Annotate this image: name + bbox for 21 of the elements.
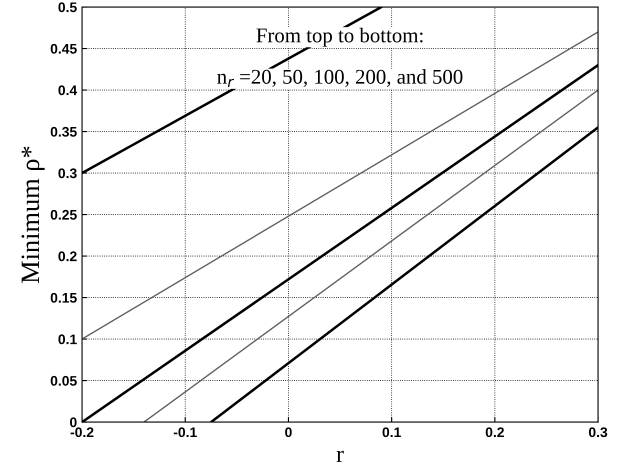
y-tick-label: 0.3: [58, 168, 77, 178]
x-tick-label: 0.1: [382, 427, 401, 438]
annotation: n$_{r}$ =20, 50, 100, 200, and 500: [217, 69, 462, 88]
y-tick-label: 0.15: [50, 292, 77, 303]
y-tick-label: 0: [70, 417, 77, 428]
y-tick-label: 0.35: [50, 126, 77, 137]
y-tick-label: 0.25: [50, 210, 77, 220]
annotation: From top to bottom:: [256, 28, 423, 47]
x-axis-title: r: [336, 450, 344, 462]
x-tick-label: 0.2: [486, 427, 504, 438]
x-tick-label: -0.2: [70, 427, 94, 438]
y-tick-label: 0.1: [58, 334, 77, 344]
y-axis-title: Minimum ρ*: [22, 146, 45, 284]
y-tick-label: 0.05: [50, 376, 77, 386]
x-tick-label: -0.1: [174, 427, 197, 438]
x-tick-label: 0.3: [588, 427, 608, 438]
y-tick-label: 0.5: [58, 2, 77, 12]
x-tick-label: 0: [285, 427, 292, 438]
y-tick-label: 0.4: [58, 85, 78, 96]
y-tick-label: 0.45: [50, 44, 77, 54]
y-tick-label: 0.2: [58, 251, 77, 262]
